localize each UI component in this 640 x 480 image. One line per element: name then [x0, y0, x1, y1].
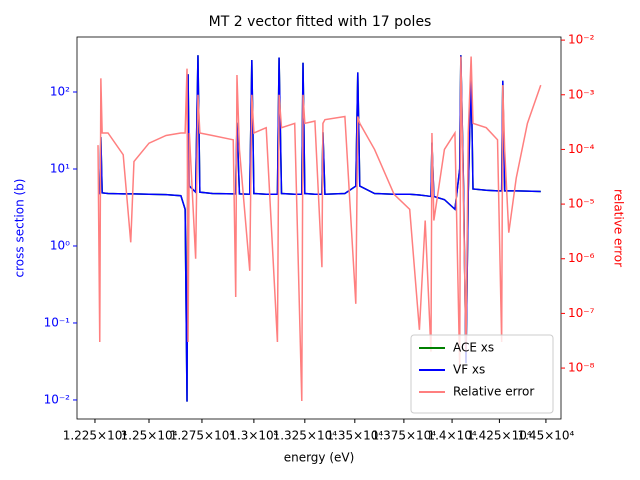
x-tick-label: 1.425×10⁴: [467, 429, 532, 443]
legend-label: VF xs: [453, 363, 485, 377]
x-tick-label: 1.45×10⁴: [517, 429, 574, 443]
x-tick-label: 1.3×10⁴: [229, 429, 278, 443]
legend-label: Relative error: [453, 385, 534, 399]
plot-area: [76, 36, 562, 420]
y2-tick-label: 10⁻⁸: [568, 361, 595, 375]
y2-tick-label: 10⁻⁶: [568, 251, 595, 265]
y-tick-label: 10¹: [50, 161, 70, 175]
y-tick-label: 10⁰: [50, 238, 70, 252]
y2-tick-label: 10⁻³: [568, 87, 595, 101]
legend-box: [410, 334, 554, 414]
y2-axis-label: relative error: [612, 189, 626, 267]
chart-title: MT 2 vector fitted with 17 poles: [209, 14, 432, 30]
x-tick-label: 1.225×10⁴: [63, 429, 128, 443]
x-tick-label: 1.25×10⁴: [121, 429, 178, 443]
y2-tick-label: 10⁻⁴: [568, 142, 595, 156]
y2-tick-label: 10⁻²: [568, 33, 595, 47]
y-axis-label: cross section (b): [13, 179, 27, 278]
y-tick-label: 10⁻²: [44, 392, 71, 406]
legend-label: ACE xs: [453, 341, 494, 355]
x-tick-label: 1.375×10⁴: [372, 429, 437, 443]
y2-tick-label: 10⁻⁵: [568, 197, 595, 211]
series-line: [97, 56, 542, 401]
y2-tick-label: 10⁻⁷: [568, 306, 595, 320]
x-tick-label: 1.325×10⁴: [273, 429, 338, 443]
y-tick-label: 10⁻¹: [44, 315, 71, 329]
x-tick-label: 1.35×10⁴: [326, 429, 383, 443]
x-tick-label: 1.4×10⁴: [427, 429, 476, 443]
y-tick-label: 10²: [50, 84, 70, 98]
x-tick-label: 1.275×10⁴: [170, 429, 235, 443]
x-axis-label: energy (eV): [284, 451, 355, 465]
